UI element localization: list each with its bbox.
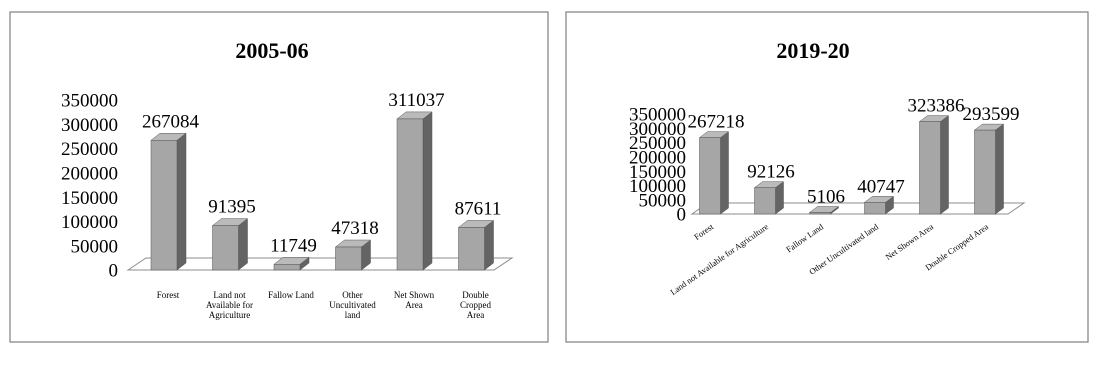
y-tick-label: 350000 — [61, 91, 118, 112]
data-label: 92126 — [747, 162, 795, 183]
data-label: 40747 — [857, 176, 905, 197]
y-tick-label: 150000 — [61, 188, 118, 209]
data-label: 323386 — [908, 96, 965, 117]
bar-side — [940, 115, 949, 215]
bar — [753, 181, 785, 215]
data-label: 293599 — [963, 104, 1020, 125]
chart-title: 2005-06 — [235, 38, 308, 63]
data-label: 47318 — [331, 218, 379, 239]
y-tick-label: 300000 — [629, 119, 686, 140]
y-tick-label: 100000 — [61, 212, 118, 233]
y-tick-label: 350000 — [629, 105, 686, 126]
bar — [973, 123, 1005, 215]
y-tick-label: 0 — [677, 205, 687, 226]
bar-front — [864, 202, 886, 215]
data-label: 311037 — [388, 90, 444, 111]
bar — [211, 218, 249, 271]
data-label: 91395 — [208, 197, 256, 218]
bar-side — [484, 219, 494, 271]
bar-side — [720, 131, 729, 215]
category-label: Net Shown Area — [883, 221, 935, 262]
chart-panel-2019-20: 2019-20 0 50000 100000 150000 200000 250000 30… — [560, 0, 1093, 374]
data-label: 5106 — [807, 187, 845, 208]
y-tick-label: 150000 — [629, 162, 686, 183]
y-tick-label: 200000 — [61, 164, 118, 185]
bar-front — [754, 187, 776, 215]
bar-chart-2005-06: 2005-06 0 50000 100000 150000 200000 250000 30… — [9, 11, 549, 343]
bar — [457, 219, 495, 271]
chart-frame — [9, 11, 549, 343]
bar-side — [176, 132, 187, 271]
bar — [150, 132, 187, 271]
category-label: Fallow Land — [784, 221, 826, 254]
bar — [808, 206, 840, 215]
data-label: 87611 — [455, 198, 502, 219]
data-label: 11749 — [270, 235, 317, 256]
chart-frame — [565, 11, 1089, 343]
category-label: Fallow Land — [268, 290, 314, 300]
y-tick-label: 50000 — [71, 236, 119, 257]
y-tick-label: 200000 — [629, 148, 686, 169]
bar-front — [150, 140, 178, 271]
y-tick-label: 250000 — [61, 139, 118, 160]
data-label: 267084 — [142, 111, 200, 132]
bar — [334, 239, 372, 271]
category-label: Forest — [157, 290, 180, 300]
category-label: Double Cropped Area — [460, 290, 491, 320]
y-tick-label: 100000 — [629, 176, 686, 197]
bar-side — [995, 123, 1004, 215]
bar-front — [212, 225, 239, 271]
bar-front — [335, 246, 362, 271]
y-tick-label: 250000 — [629, 133, 686, 154]
chart-title: 2019-20 — [776, 38, 849, 63]
y-tick-label: 0 — [109, 261, 119, 282]
bar-front — [273, 264, 301, 271]
bar-front — [974, 129, 996, 215]
category-label: Land not Available for Agriculture — [206, 290, 253, 320]
bar — [273, 256, 310, 271]
bar-front — [699, 137, 721, 215]
bar — [863, 195, 895, 215]
chart-floor — [126, 257, 514, 271]
bar-front — [396, 118, 424, 271]
bar — [698, 131, 730, 215]
chart-floor — [690, 202, 1026, 215]
category-label: Other Uncultivated land — [329, 290, 376, 320]
bar-side — [422, 111, 433, 271]
bar-front — [809, 212, 831, 215]
data-label: 267218 — [688, 112, 745, 133]
category-label: Net Shown Area — [394, 290, 435, 310]
y-tick-label: 50000 — [639, 190, 687, 211]
bar-front — [458, 227, 485, 271]
category-label: Land not Available for Agriculture — [668, 221, 770, 297]
bar — [918, 115, 950, 215]
bar-side — [238, 218, 248, 271]
bar-chart-2019-20: 2019-20 05000010000015000020000025000030… — [565, 11, 1089, 343]
bar — [396, 111, 433, 271]
y-tick-label: 300000 — [61, 115, 118, 136]
bar-front — [919, 121, 941, 215]
chart-panel-2005-06: 2005-06 0 50000 100000 150000 200000 250000 30… — [9, 11, 549, 343]
category-label: Forest — [692, 221, 716, 242]
